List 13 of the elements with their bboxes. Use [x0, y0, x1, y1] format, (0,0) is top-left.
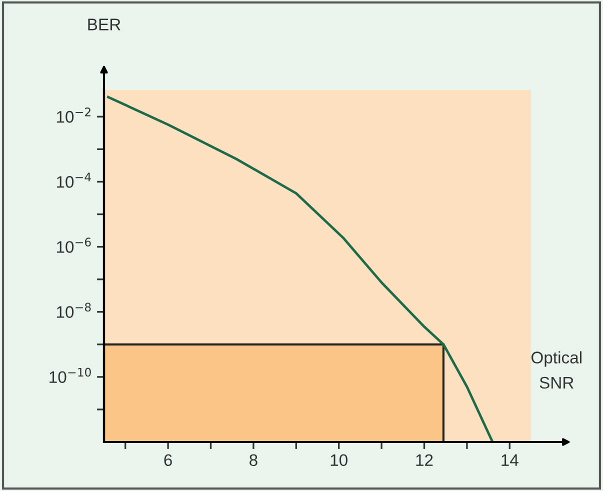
- y-axis-title: BER: [88, 18, 120, 30]
- x-tick-label: 12: [416, 454, 433, 466]
- y-tick-label: 10$^{−4}$: [56, 172, 91, 188]
- y-tick-label: 10$^{−6}$: [56, 238, 91, 253]
- x-tick-label: 8: [250, 454, 258, 466]
- y-tick-label: 10$^{−2}$: [56, 108, 90, 123]
- x-tick-label: 10: [330, 454, 348, 466]
- x-axis-title: Optical SNR: [531, 351, 582, 389]
- x-tick-label: 14: [502, 454, 518, 466]
- y-tick-label: 10$^{−8}$: [56, 302, 91, 318]
- y-tick-label: 10$^{−10}$: [50, 368, 91, 384]
- line-series: [107, 96, 494, 442]
- x-tick-label: 6: [164, 454, 172, 466]
